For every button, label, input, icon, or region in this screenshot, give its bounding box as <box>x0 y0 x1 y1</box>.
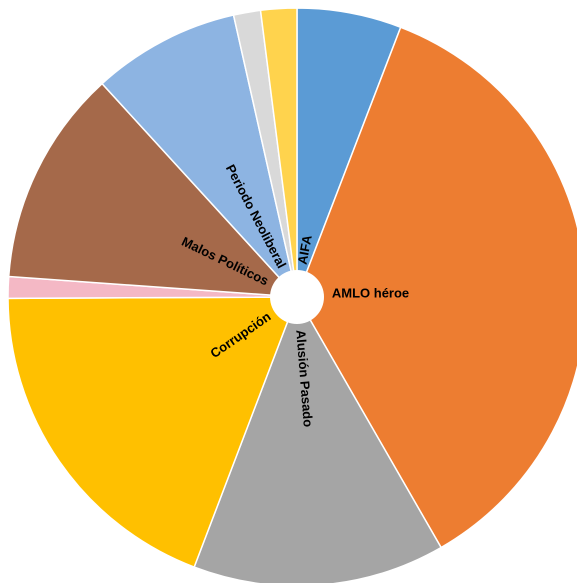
pie-slice-5 <box>7 82 299 298</box>
center-hole <box>270 270 324 324</box>
pie-slice-6 <box>101 14 299 300</box>
pie-slice-3 <box>7 296 299 569</box>
pie-slice-2 <box>193 295 443 583</box>
pie-slice-8 <box>259 7 298 298</box>
slice-label-1: AMLO héroe <box>332 286 409 301</box>
pie-slices <box>7 7 577 583</box>
slice-label-0: AIFA <box>295 233 315 265</box>
